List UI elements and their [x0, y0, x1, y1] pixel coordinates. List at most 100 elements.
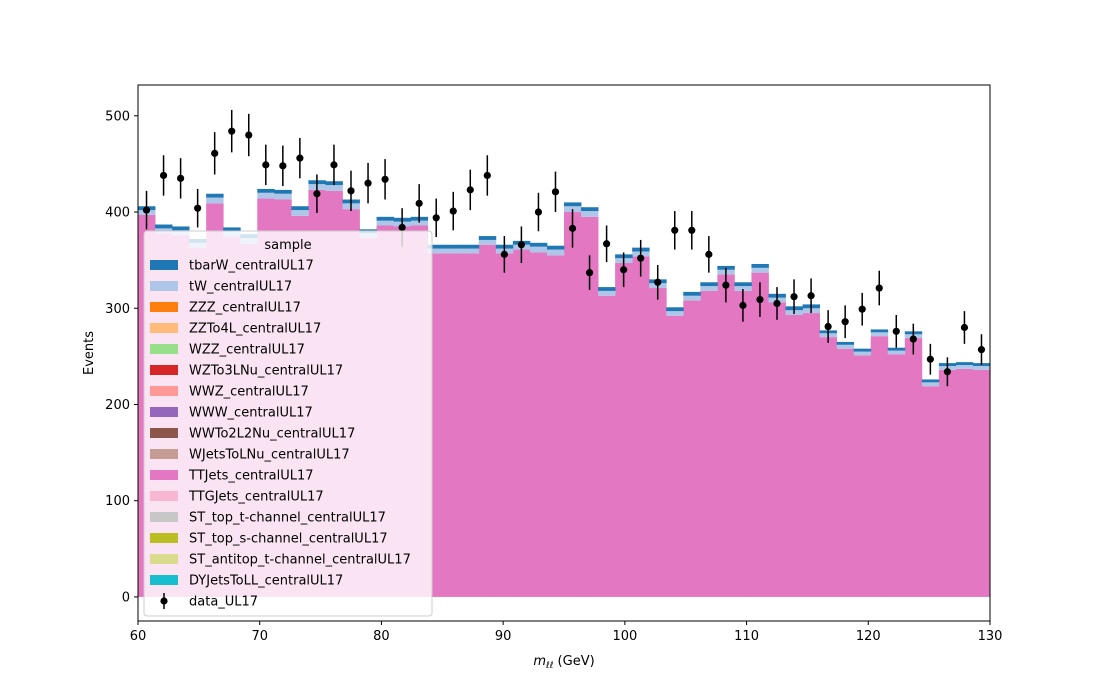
bar-ttjets-centralul17 [478, 244, 497, 597]
bar-ttjets-centralul17 [512, 249, 531, 597]
legend-swatch-wzto3lnu-centralul17 [150, 365, 178, 375]
legend-swatch-www-centralul17 [150, 407, 178, 417]
bar-tw-centralul17 [853, 351, 872, 356]
legend-swatch-st-antitop-t-channel-centralul17 [150, 554, 178, 564]
legend-swatch-st-top-t-channel-centralul17 [150, 512, 178, 522]
bar-tbarw-centralul17 [836, 341, 855, 345]
legend-swatch-st-top-s-channel-centralul17 [150, 533, 178, 543]
y-tick-label: 0 [122, 590, 130, 605]
legend-label-wzz-centralul17: WZZ_centralUL17 [189, 343, 305, 358]
bar-tbarw-centralul17 [887, 347, 906, 351]
legend-label-www-centralul17: WWW_centralUL17 [189, 406, 313, 421]
bar-tw-centralul17 [529, 246, 548, 253]
data-point [585, 269, 594, 277]
legend-label-zzto4l-centralul17: ZZTo4L_centralUL17 [189, 322, 321, 337]
legend-swatch-tbarw-centralul17 [150, 260, 178, 270]
bar-tw-centralul17 [206, 197, 224, 204]
legend-label-wwz-centralul17: WWZ_centralUL17 [189, 385, 309, 400]
data-point [875, 284, 883, 292]
y-tick-label: 200 [105, 398, 130, 413]
bar-ttjets-centralul17 [495, 253, 514, 597]
data-point [415, 199, 423, 207]
bar-ttjets-centralul17 [615, 263, 633, 597]
bar-tw-centralul17 [478, 239, 497, 245]
bar-tw-centralul17 [376, 220, 394, 226]
bar-ttjets-centralul17 [581, 216, 599, 597]
data-point [347, 187, 355, 195]
bar-tbarw-centralul17 [223, 227, 241, 232]
bar-tbarw-centralul17 [257, 188, 275, 193]
x-axis-label-sub: ℓℓ [545, 661, 553, 671]
bar-tw-centralul17 [325, 185, 343, 191]
bar-tw-centralul17 [410, 220, 429, 226]
bar-ttjets-centralul17 [785, 314, 803, 597]
bar-ttjets-centralul17 [768, 302, 786, 597]
bar-ttjets-centralul17 [546, 255, 565, 597]
x-axis-label-unit: (GeV) [553, 654, 594, 669]
legend-label-tbarw-centralul17: tbarW_centralUL17 [189, 259, 314, 274]
bar-ttjets-centralul17 [802, 313, 820, 597]
bar-tbarw-centralul17 [955, 362, 974, 366]
data-point [977, 346, 986, 354]
bar-ttjets-centralul17 [836, 348, 855, 597]
legend-title: sample [264, 238, 311, 253]
bar-tbarw-centralul17 [546, 245, 565, 250]
bar-tw-centralul17 [257, 192, 275, 199]
data-point [790, 293, 798, 301]
legend-label-ttgjets-centralul17: TTGJets_centralUL17 [188, 490, 324, 505]
data-point [654, 278, 662, 286]
data-point [245, 131, 253, 139]
bar-tw-centralul17 [734, 286, 752, 291]
data-point [603, 240, 611, 248]
data-point [381, 175, 389, 183]
bar-tw-centralul17 [427, 248, 446, 254]
bar-tw-centralul17 [291, 210, 309, 216]
bar-tbarw-centralul17 [598, 287, 616, 291]
bar-tw-centralul17 [700, 286, 718, 291]
x-axis-label-main: m [533, 654, 546, 669]
data-point [943, 368, 952, 376]
bar-tbarw-centralul17 [870, 329, 889, 333]
data-point [313, 190, 321, 198]
bar-tbarw-centralul17 [461, 244, 480, 249]
data-point [841, 318, 849, 326]
bar-tw-centralul17 [598, 290, 616, 296]
data-point [483, 171, 491, 180]
legend-label-st-top-t-channel-centralul17: ST_top_t-channel_centralUL17 [189, 511, 386, 526]
legend-label-st-top-s-channel-centralul17: ST_top_s-channel_centralUL17 [189, 532, 388, 547]
legend-swatch-zzto4l-centralul17 [150, 323, 178, 333]
data-points [142, 110, 986, 387]
bar-ttjets-centralul17 [921, 386, 940, 597]
data-point [892, 327, 900, 335]
bar-tw-centralul17 [955, 365, 974, 369]
x-tick-label: 70 [251, 629, 268, 644]
bar-tw-centralul17 [274, 193, 292, 200]
legend-label-dyjetstoll-centralul17: DYJetsToLL_centralUL17 [189, 574, 343, 589]
bar-tw-centralul17 [683, 295, 701, 301]
x-tick-label: 100 [612, 629, 637, 644]
bar-tbarw-centralul17 [478, 236, 497, 240]
bar-tbarw-centralul17 [683, 291, 701, 296]
data-point [211, 149, 219, 157]
bar-tbarw-centralul17 [581, 207, 599, 212]
bar-ttjets-centralul17 [461, 253, 480, 597]
data-point [705, 250, 713, 258]
x-tick-label: 60 [130, 629, 147, 644]
data-point [296, 154, 304, 162]
legend-swatch-ttgjets-centralul17 [150, 491, 178, 501]
bar-tbarw-centralul17 [921, 379, 940, 383]
data-point [807, 292, 815, 300]
bar-tbarw-centralul17 [717, 265, 735, 270]
bar-tbarw-centralul17 [564, 202, 582, 207]
legend-box [143, 230, 433, 617]
legend-swatch-zzz-centralul17 [150, 302, 178, 312]
bar-tw-centralul17 [461, 248, 480, 254]
bar-ttjets-centralul17 [870, 336, 889, 597]
x-tick-label: 130 [978, 629, 1003, 644]
bar-tw-centralul17 [666, 311, 684, 316]
bar-ttjets-centralul17 [904, 338, 923, 597]
data-point [177, 174, 185, 182]
bar-ttjets-centralul17 [564, 212, 582, 597]
y-tick-label: 300 [105, 302, 130, 317]
x-axis-label: mℓℓ (GeV) [533, 654, 594, 671]
